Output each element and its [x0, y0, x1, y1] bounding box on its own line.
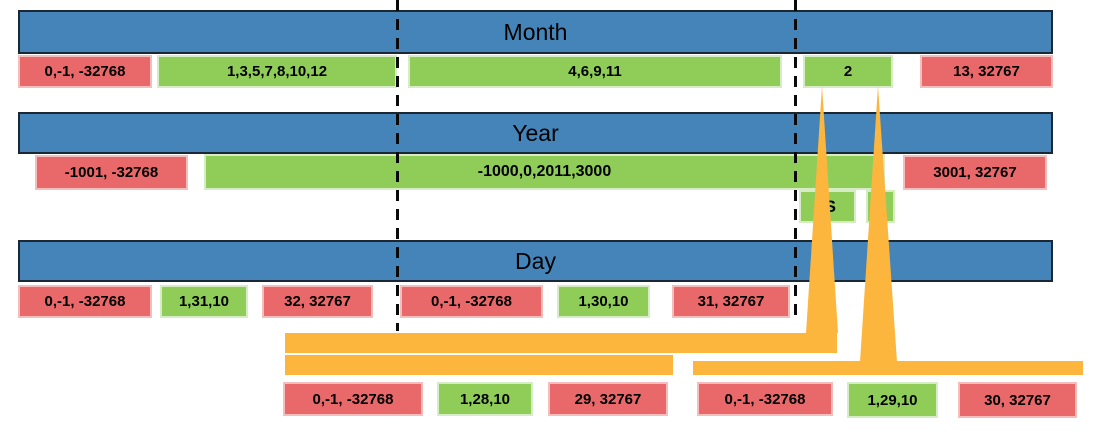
partition-boundary-left	[396, 0, 399, 331]
partition-boundary-right	[794, 0, 797, 323]
day30-valid: 1,30,10	[557, 285, 650, 318]
month-invalid-above-range: 13, 32767	[920, 55, 1053, 88]
day-bar-title: Day	[515, 247, 556, 274]
day31-invalid-above: 32, 32767	[262, 285, 373, 318]
feb-leap-invalid-above: 30, 32767	[958, 382, 1077, 418]
year-valid-range: -1000,0,2011,3000	[204, 154, 885, 190]
feb-nonleap-invalid-above: 29, 32767	[548, 382, 668, 416]
year-invalid-below-range: -1001, -32768	[35, 155, 188, 190]
month-valid-31-day-months: 1,3,5,7,8,10,12	[157, 55, 397, 88]
feb-leap-invalid-below: 0,-1, -32768	[697, 382, 833, 416]
month-valid-30-day-months: 4,6,9,11	[408, 55, 782, 88]
february-leap-connector	[693, 361, 1083, 375]
february-non-leap-connector-lower	[285, 355, 673, 375]
feb-nonleap-invalid-below: 0,-1, -32768	[283, 382, 423, 416]
day-range-bar: Day	[18, 240, 1053, 282]
day31-invalid-below: 0,-1, -32768	[18, 285, 152, 318]
day30-invalid-above: 31, 32767	[672, 285, 790, 318]
year-bar-title: Year	[512, 119, 559, 146]
year-invalid-above-range: 3001, 32767	[903, 155, 1047, 190]
february-non-leap-connector-upper	[285, 333, 837, 353]
month-valid-february: 2	[803, 55, 893, 88]
feb-nonleap-valid: 1,28,10	[437, 382, 533, 416]
month-range-bar: Month	[18, 10, 1053, 54]
month-invalid-below-range: 0,-1, -32768	[18, 55, 152, 88]
day30-invalid-below: 0,-1, -32768	[400, 285, 543, 318]
year-range-bar: Year	[18, 112, 1053, 154]
month-bar-title: Month	[503, 18, 568, 45]
day31-valid: 1,31,10	[160, 285, 248, 318]
feb-leap-valid: 1,29,10	[847, 382, 938, 418]
